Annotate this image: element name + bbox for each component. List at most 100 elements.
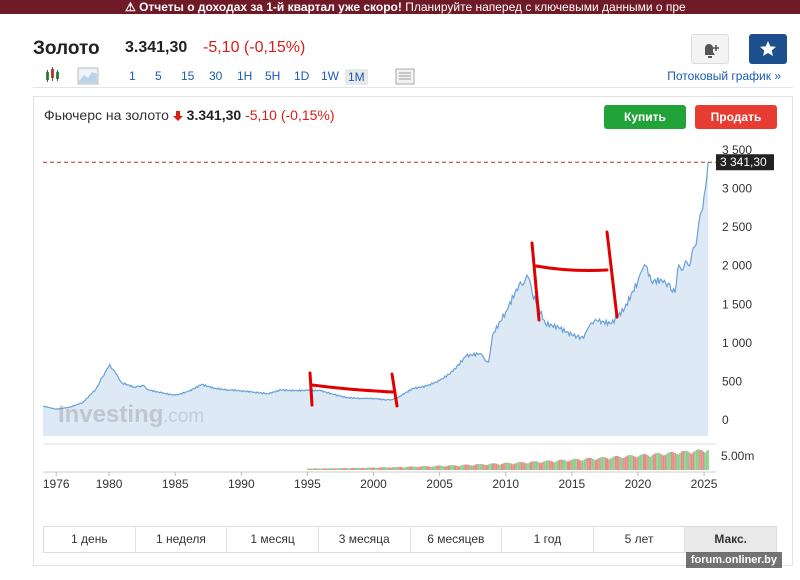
- streaming-chart-link[interactable]: Потоковый график »: [667, 69, 781, 83]
- interval-5[interactable]: 5: [155, 69, 162, 83]
- annotation-bracket-left: [308, 371, 399, 408]
- volume-bar: [552, 461, 554, 470]
- volume-bar: [365, 467, 367, 470]
- area-chart-icon[interactable]: [77, 66, 99, 86]
- period-max[interactable]: Макс.: [685, 527, 776, 552]
- volume-bar: [467, 464, 470, 470]
- interval-1w[interactable]: 1W: [321, 69, 339, 83]
- volume-bar: [697, 449, 699, 470]
- volume-bar: [408, 466, 410, 470]
- x-tick-label: 2025: [691, 477, 718, 491]
- volume-bar: [603, 457, 605, 470]
- interval-5h[interactable]: 5H: [265, 69, 281, 83]
- volume-bar: [441, 465, 443, 470]
- y-tick-label: 1 500: [722, 297, 752, 311]
- volume-bar: [647, 455, 650, 470]
- period-1w[interactable]: 1 неделя: [136, 527, 228, 552]
- volume-bar: [466, 464, 468, 470]
- volume-bar: [421, 466, 423, 470]
- banner-text-bold: ⚠ Отчеты о доходах за 1-й квартал уже ск…: [125, 0, 402, 14]
- volume-bar: [424, 466, 427, 470]
- volume-bar: [580, 460, 582, 470]
- volume-bar: [416, 467, 419, 470]
- table-view-icon[interactable]: [395, 68, 415, 86]
- volume-bar: [528, 462, 531, 470]
- volume-bar: [540, 462, 542, 470]
- x-tick-label: 2010: [492, 477, 519, 491]
- volume-bar: [480, 464, 483, 470]
- volume-bar: [322, 468, 324, 470]
- banner-text: Планируйте наперед с ключевыми данными о…: [401, 0, 686, 14]
- create-alert-button[interactable]: [691, 34, 729, 64]
- interval-30[interactable]: 30: [209, 69, 223, 83]
- sell-button[interactable]: Продать: [695, 105, 777, 129]
- volume-bar: [451, 465, 453, 470]
- volume-bar: [667, 452, 670, 470]
- y-tick-label: 0: [722, 413, 729, 427]
- volume-bar: [418, 467, 420, 470]
- period-3m[interactable]: 3 месяца: [319, 527, 411, 552]
- volume-bar: [464, 464, 466, 470]
- volume-bar: [530, 461, 533, 470]
- volume-bar: [702, 451, 704, 470]
- volume-bar: [476, 464, 478, 470]
- volume-bar: [469, 465, 471, 470]
- volume-bar: [570, 460, 572, 470]
- volume-bar: [439, 465, 442, 470]
- volume-bar: [360, 468, 362, 470]
- volume-bar: [517, 462, 519, 470]
- interval-1[interactable]: 1: [129, 69, 136, 83]
- volume-bar: [494, 463, 496, 470]
- volume-bar: [391, 467, 394, 470]
- candlestick-icon[interactable]: [43, 66, 63, 86]
- contract-price: 3.341,30: [186, 107, 242, 123]
- buy-button[interactable]: Купить: [604, 105, 686, 129]
- interval-1m[interactable]: 1M: [345, 69, 368, 85]
- volume-bar: [700, 450, 703, 470]
- x-tick-label: 1980: [96, 477, 123, 491]
- volume-bar: [585, 458, 587, 470]
- period-6m[interactable]: 6 месяцев: [411, 527, 503, 552]
- volume-bar: [624, 456, 627, 470]
- volume-bar: [335, 468, 338, 470]
- volume-bar: [401, 467, 404, 470]
- volume-bar: [666, 453, 668, 470]
- add-watchlist-button[interactable]: [749, 34, 787, 64]
- price-chart[interactable]: 0 500 1 000 1 500 2 000 2 500 3 000 3 500 1976 1…: [0, 0, 800, 520]
- period-1m[interactable]: 1 месяц: [227, 527, 319, 552]
- volume-bar: [618, 456, 620, 470]
- volume-bar: [489, 463, 491, 470]
- volume-bar: [522, 462, 524, 470]
- volume-bar: [662, 455, 665, 470]
- volume-bar: [514, 463, 516, 470]
- volume-bar: [484, 465, 486, 470]
- y-tick-label: 500: [722, 374, 742, 388]
- chart-toolbar: 1 5 15 30 1H 5H 1D 1W 1M Потоковый графи…: [33, 66, 793, 88]
- interval-1h[interactable]: 1H: [237, 69, 253, 83]
- volume-bar: [431, 466, 433, 470]
- y-tick-label: 3 000: [722, 182, 752, 196]
- volume-bar: [357, 467, 359, 470]
- volume-bar: [675, 454, 678, 470]
- period-5y[interactable]: 5 лет: [594, 527, 686, 552]
- volume-bar: [669, 451, 671, 470]
- instrument-price: 3.341,30: [125, 39, 188, 56]
- volume-bar: [581, 460, 584, 470]
- period-1d[interactable]: 1 день: [44, 527, 136, 552]
- volume-bar: [509, 463, 511, 470]
- volume-bar: [386, 467, 389, 470]
- volume-bar: [423, 466, 425, 470]
- x-tick-label: 1976: [43, 477, 70, 491]
- volume-bar: [340, 468, 343, 470]
- interval-1d[interactable]: 1D: [294, 69, 310, 83]
- interval-15[interactable]: 15: [181, 69, 195, 83]
- contract-name: Фьючерс на золото: [44, 107, 169, 123]
- volume-bar: [337, 468, 339, 470]
- volume-bar: [596, 459, 599, 470]
- volume-bar: [547, 460, 549, 470]
- period-1y[interactable]: 1 год: [502, 527, 594, 552]
- announcement-banner[interactable]: ⚠ Отчеты о доходах за 1-й квартал уже ск…: [0, 0, 800, 14]
- price-area: [43, 162, 708, 437]
- volume-bar: [588, 457, 590, 470]
- volume-bar: [378, 467, 381, 470]
